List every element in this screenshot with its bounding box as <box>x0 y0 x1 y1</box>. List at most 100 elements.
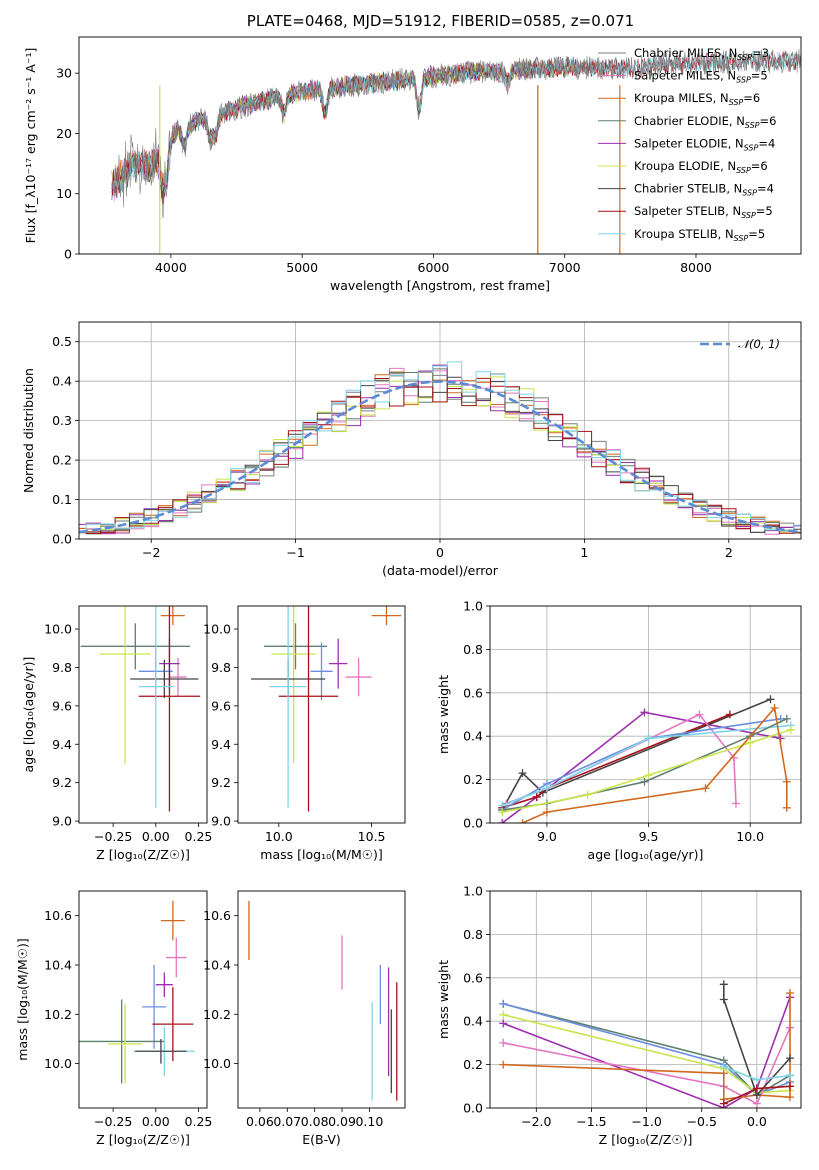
age_vs_Z-panel: −0.25 0.00 0.25 9.0 9.2 9.4 9.6 9.8 10.0 Z [log₁₀… <box>21 605 213 862</box>
weight_vs_age-series-marker <box>640 777 649 786</box>
age_vs_mass-ytick-label: 9.4 <box>211 737 231 752</box>
figure-title: PLATE=0468, MJD=51912, FIBERID=0585, z=0… <box>246 12 635 30</box>
mass_vs_Z-ytick-label: 10.0 <box>44 1056 72 1071</box>
mass_vs_Z-xtick-label: 0.00 <box>142 1114 170 1129</box>
weight_vs_age-series-marker <box>498 819 507 823</box>
residuals-ytick-label: 0.0 <box>52 532 72 547</box>
weight_vs_age-series-marker <box>583 790 592 799</box>
weight_vs_age-ytick-label: 0.8 <box>463 642 483 657</box>
weight_vs_Z-series-marker <box>499 1038 508 1047</box>
weight_vs_age-xtick-label: 9.0 <box>537 829 557 844</box>
residuals-xtick-label: −2 <box>142 545 160 560</box>
mass_vs_ebv-ytick-label: 10.2 <box>203 1007 231 1022</box>
weight_vs_Z-series-marker <box>785 1093 794 1102</box>
legend-label: Chabrier STELIB, NSSP=4 <box>634 182 774 198</box>
residuals-xtick-label: 1 <box>580 545 588 560</box>
mass_vs_ebv-xtick-label: 0.09 <box>328 1114 356 1129</box>
age_vs_Z-ytick-label: 9.0 <box>52 814 72 829</box>
mass_vs_ebv-ytick-label: 10.6 <box>203 908 231 923</box>
residuals-ytick-label: 0.2 <box>52 453 72 468</box>
weight_vs_age-xlabel: age [log₁₀(age/yr)] <box>588 847 704 862</box>
weight_vs_Z-series-marker <box>719 1062 728 1071</box>
spectrum-xtick-label: 4000 <box>155 260 187 275</box>
weight_vs_Z-series-marker <box>499 1060 508 1069</box>
age_vs_mass-ytick-label: 9.6 <box>211 698 231 713</box>
residuals-ytick-label: 0.4 <box>52 374 72 389</box>
weight_vs_age-series-marker <box>518 769 527 778</box>
weight_vs_Z-series-marker <box>785 1071 794 1080</box>
residuals-xlabel: (data-model)/error <box>382 563 499 578</box>
residuals-ytick-label: 0.3 <box>52 413 72 428</box>
weight_vs_Z-panel: −2.0 −1.5 −1.0 −0.5 0.0 0.0 0.2 0.4 0.6 0.8 1.0 Z [… <box>436 884 802 1147</box>
weight_vs_age-series-marker <box>786 725 795 734</box>
weight_vs_Z-ylabel: mass weight <box>436 960 451 1039</box>
age_vs_mass-xtick-label: 10.0 <box>265 829 293 844</box>
legend-label: Chabrier ELODIE, NSSP=6 <box>634 114 776 130</box>
weight_vs_Z-series-marker <box>785 1082 794 1091</box>
weight_vs_age-series-line <box>501 724 791 807</box>
residuals-xtick-label: 0 <box>436 545 444 560</box>
legend-label: Kroupa STELIB, NSSP=5 <box>634 227 765 243</box>
mass_vs_Z-xtick-label: −0.25 <box>94 1114 132 1129</box>
weight_vs_age-series-marker <box>644 771 653 780</box>
spectrum-data-line <box>111 49 801 219</box>
weight_vs_Z-ytick-label: 1.0 <box>463 884 483 899</box>
residual-hist-kroupa-stelib <box>79 361 801 533</box>
weight_vs_age-series-marker <box>542 784 551 793</box>
age_vs_mass-frame <box>237 605 406 824</box>
weight_vs_Z-xlabel: Z [log₁₀(Z/Z☉)] <box>599 1132 693 1147</box>
age_vs_Z-xtick-label: 0.00 <box>142 829 170 844</box>
mass_vs_ebv-ytick-label: 10.4 <box>203 957 231 972</box>
weight_vs_Z-series-marker <box>752 1084 761 1093</box>
weight_vs_Z-series-marker <box>499 999 508 1008</box>
residual-hist-salpeter-elodie <box>79 364 801 534</box>
mass_vs_ebv-xlabel: E(B-V) <box>302 1132 341 1147</box>
weight_vs_Z-series-line <box>503 993 791 1101</box>
mass_vs_ebv-xtick-label: 0.08 <box>301 1114 329 1129</box>
age_vs_Z-xtick-label: 0.25 <box>185 829 213 844</box>
residuals-frame <box>78 321 802 540</box>
mass_vs_Z-ylabel: mass [log₁₀(M/M☉)] <box>15 938 30 1060</box>
mass_vs_Z-panel: −0.25 0.00 0.25 10.0 10.2 10.4 10.6 Z [log₁₀(Z/… <box>15 890 212 1147</box>
spectrum-ytick-label: 0 <box>64 247 72 262</box>
residuals-ytick-label: 0.5 <box>52 334 72 349</box>
spectrum-xtick-label: 7000 <box>549 260 581 275</box>
weight_vs_Z-ytick-label: 0.4 <box>463 1014 483 1029</box>
weight_vs_Z-xtick-label: 0.0 <box>747 1114 767 1129</box>
weight_vs_Z-series-marker <box>719 1099 728 1108</box>
spectrum-ytick-label: 20 <box>56 126 72 141</box>
weight_vs_Z-series-marker <box>752 1099 761 1108</box>
weight_vs_age-series-line <box>501 718 781 811</box>
age_vs_Z-xlabel: Z [log₁₀(Z/Z☉)] <box>96 847 190 862</box>
age_vs_Z-ytick-label: 9.6 <box>52 698 72 713</box>
mass_vs_ebv-xtick-label: 0.06 <box>246 1114 274 1129</box>
weight_vs_Z-xtick-label: −2.0 <box>521 1114 551 1129</box>
residuals-xtick-label: 2 <box>725 545 733 560</box>
age_vs_Z-ytick-label: 9.2 <box>52 775 72 790</box>
legend-label: 𝒩(0, 1) <box>738 337 780 351</box>
residual-hist-salpeter-stelib <box>79 377 801 534</box>
spectrum-ytick-label: 10 <box>56 186 72 201</box>
mass_vs_ebv-xtick-label: 0.07 <box>273 1114 301 1129</box>
weight_vs_age-series-line <box>501 711 781 823</box>
residuals-ytick-label: 0.1 <box>52 492 72 507</box>
age_vs_mass-panel: 10.0 10.5 9.0 9.2 9.4 9.6 9.8 10.0 mass [log₁₀(M… <box>203 605 406 862</box>
legend-label: Chabrier MILES, NSSP=3 <box>634 46 769 62</box>
age_vs_Z-ytick-label: 9.4 <box>52 737 72 752</box>
weight_vs_age-series-marker <box>782 803 791 812</box>
spectrum-xtick-label: 6000 <box>418 260 450 275</box>
weight_vs_age-series-marker <box>770 703 779 712</box>
weight_vs_age-ytick-label: 0.6 <box>463 685 483 700</box>
weight_vs_age-ylabel: mass weight <box>436 675 451 754</box>
spectrum-xtick-label: 5000 <box>286 260 318 275</box>
weight_vs_age-series-marker <box>731 799 740 808</box>
weight_vs_Z-series-line <box>503 1013 791 1094</box>
weight_vs_Z-ytick-label: 0.0 <box>463 1101 483 1116</box>
age_vs_mass-ytick-label: 10.0 <box>203 622 231 637</box>
age_vs_mass-xtick-label: 10.5 <box>358 829 386 844</box>
spectrum-xtick-label: 8000 <box>680 260 712 275</box>
age_vs_Z-xtick-label: −0.25 <box>94 829 132 844</box>
weight_vs_age-series-line <box>501 713 731 809</box>
mass_vs_ebv-panel: 0.06 0.07 0.08 0.09 0.10 10.0 10.2 10.4 10.6 E(B-… <box>203 890 406 1147</box>
